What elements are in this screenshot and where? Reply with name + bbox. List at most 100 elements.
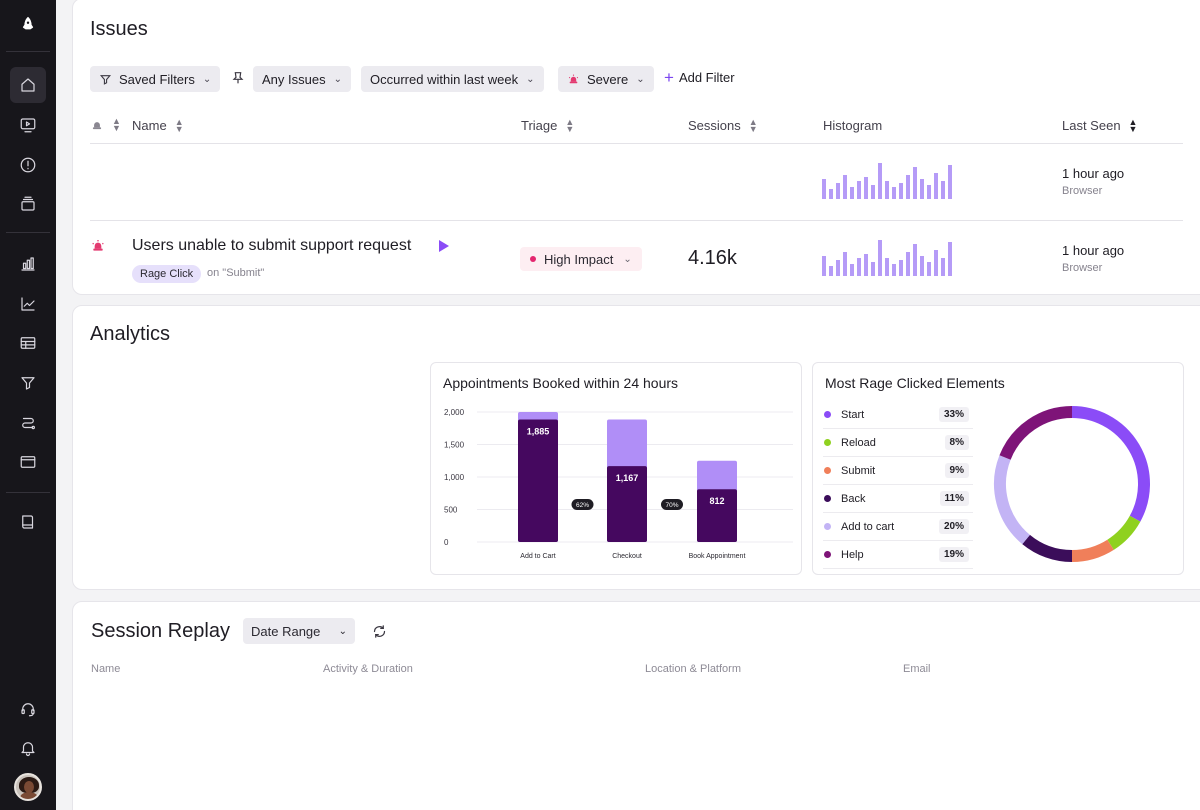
histogram-bar — [864, 177, 868, 199]
issue-target: on "Submit" — [207, 267, 265, 279]
occurred-chip[interactable]: Occurred within last week ⌄ — [361, 66, 544, 92]
chevron-down-icon: ⌄ — [526, 73, 535, 85]
histogram-bar — [920, 256, 924, 276]
histogram-sparkline — [822, 240, 952, 276]
rocket-icon[interactable] — [10, 7, 46, 43]
bar-converted — [697, 489, 737, 542]
legend-label: Back — [841, 492, 866, 505]
headset-icon[interactable] — [10, 691, 46, 727]
window-icon[interactable] — [10, 444, 46, 480]
histogram-bar — [836, 260, 840, 276]
table-icon[interactable] — [10, 325, 46, 361]
x-tick-label: Checkout — [612, 553, 642, 560]
impact-dot — [530, 256, 536, 262]
saved-filters-label: Saved Filters — [119, 71, 195, 87]
name-column-header[interactable]: Name ▲ ▼ — [132, 117, 184, 133]
histogram-bar — [822, 179, 826, 199]
replay-column-location[interactable]: Location & Platform — [645, 663, 741, 675]
histogram-bar — [927, 262, 931, 276]
replay-column-email[interactable]: Email — [903, 663, 931, 675]
sort-icon: ▲ ▼ — [112, 116, 121, 133]
legend-dot — [824, 411, 831, 418]
legend-row: Submit 9% — [823, 457, 973, 485]
issue-name[interactable]: Users unable to submit support request — [132, 237, 412, 254]
histogram-bar — [829, 266, 833, 276]
sort-icon: ▲ ▼ — [748, 116, 758, 134]
last-seen-value: 1 hour ago — [1062, 243, 1125, 258]
siren-icon — [90, 238, 106, 259]
name-header-label: Name — [132, 118, 167, 133]
home-icon[interactable] — [10, 67, 46, 103]
donut-slice — [1022, 534, 1073, 562]
sessions-column-header[interactable]: Sessions ▲ ▼ — [688, 116, 758, 134]
alert-icon[interactable] — [10, 147, 46, 183]
replay-column-name[interactable]: Name — [91, 663, 121, 675]
avatar[interactable] — [14, 773, 42, 801]
legend-percent: 11% — [939, 491, 969, 506]
chevron-down-icon: ⌄ — [636, 73, 645, 85]
histogram-bar — [836, 183, 840, 199]
bar-value-label: 1,167 — [616, 473, 639, 483]
legend-label: Add to cart — [841, 520, 895, 533]
pin-icon[interactable] — [230, 70, 246, 86]
any-issues-chip[interactable]: Any Issues ⌄ — [253, 66, 351, 92]
last-seen-value: 1 hour ago — [1062, 166, 1125, 181]
legend-row: Start 33% — [823, 401, 973, 429]
occurred-label: Occurred within last week — [370, 71, 519, 87]
histogram-bar — [934, 250, 938, 276]
donut-slice — [999, 406, 1073, 460]
histogram-bar — [906, 252, 910, 276]
play-icon[interactable] — [439, 240, 449, 252]
histogram-bar — [948, 165, 952, 199]
legend-row: Add to cart 20% — [823, 513, 973, 541]
legend-percent: 33% — [938, 407, 969, 422]
source-label: Browser — [1062, 262, 1103, 274]
y-tick-label: 2,000 — [444, 408, 465, 417]
histogram-bar — [941, 258, 945, 276]
legend-dot — [824, 467, 831, 474]
triage-column-header[interactable]: Triage ▲ ▼ — [521, 117, 574, 133]
journey-icon[interactable] — [10, 405, 46, 441]
bar-chart-icon[interactable] — [10, 246, 46, 282]
saved-filters-chip[interactable]: Saved Filters ⌄ — [90, 66, 221, 92]
x-tick-label: Add to Cart — [520, 553, 555, 560]
refresh-icon[interactable] — [372, 624, 387, 639]
book-icon[interactable] — [10, 504, 46, 540]
add-filter-button[interactable]: + Add Filter — [664, 69, 735, 86]
severity-chip[interactable]: Severe ⌄ — [558, 66, 654, 92]
severity-column-header[interactable]: ▲ ▼ — [90, 116, 121, 133]
issues-card — [72, 0, 1200, 295]
donut-slice — [1107, 515, 1141, 550]
histogram-bar — [913, 244, 917, 276]
issues-title: Issues — [90, 18, 148, 40]
funnel-icon[interactable] — [10, 365, 46, 401]
replay-column-activity[interactable]: Activity & Duration — [323, 663, 413, 675]
conversion-rate-label: 70% — [665, 502, 678, 509]
histogram-bar — [899, 260, 903, 276]
sessions-value: 4.16k — [688, 247, 737, 269]
filter-icon — [99, 74, 112, 85]
chevron-down-icon: ⌄ — [333, 73, 342, 85]
legend-label: Start — [841, 408, 865, 421]
legend-label: Reload — [841, 436, 876, 449]
bell-icon[interactable] — [10, 730, 46, 766]
stack-icon[interactable] — [10, 186, 46, 222]
legend-dot — [824, 439, 831, 446]
replay-icon[interactable] — [10, 107, 46, 143]
last-seen-column-header[interactable]: Last Seen ▲ ▼ — [1062, 117, 1137, 133]
histogram-sparkline — [822, 163, 952, 199]
triage-dropdown[interactable]: High Impact ⌄ — [520, 247, 642, 271]
legend-percent: 9% — [944, 463, 969, 478]
legend-dot — [824, 523, 831, 530]
histogram-bar — [878, 163, 882, 199]
conversion-badge — [571, 499, 594, 510]
bar-converted — [518, 419, 558, 542]
line-chart-icon[interactable] — [10, 286, 46, 322]
sessions-header-label: Sessions — [688, 118, 741, 133]
severity-label: Severe — [587, 71, 629, 87]
histogram-bar — [885, 258, 889, 276]
histogram-bar — [927, 185, 931, 199]
date-range-dropdown[interactable]: Date Range ⌄ — [243, 618, 355, 644]
triage-header-label: Triage — [521, 118, 558, 133]
legend-row: Back 11% — [823, 485, 973, 513]
